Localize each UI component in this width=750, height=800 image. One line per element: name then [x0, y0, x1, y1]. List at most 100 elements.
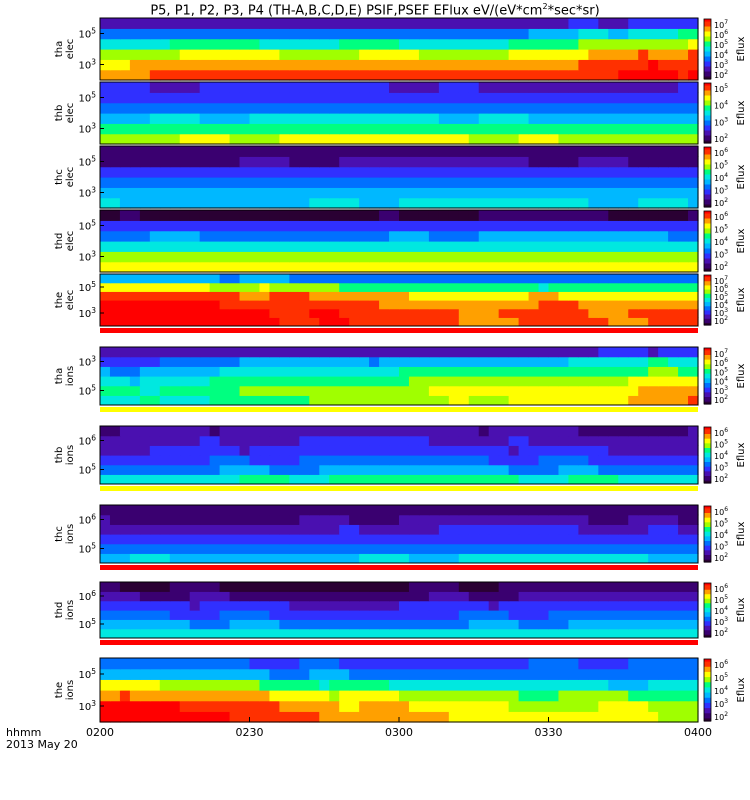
heatmap-cell: [279, 113, 290, 124]
heatmap-cell: [189, 282, 201, 292]
heatmap-cell: [349, 591, 360, 602]
heatmap-cell: [179, 376, 191, 387]
heatmap-cell: [269, 102, 280, 114]
colorbar-cell: [704, 385, 711, 389]
heatmap-cell: [269, 700, 280, 712]
heatmap-cell: [418, 82, 430, 93]
heatmap-cell: [259, 690, 271, 702]
heatmap-cell: [628, 366, 639, 377]
heatmap-cell: [608, 658, 619, 670]
colorbar-cell: [704, 164, 711, 168]
heatmap-cell: [538, 241, 550, 252]
heatmap-cell: [508, 197, 520, 209]
heatmap-cell: [239, 668, 251, 680]
colorbar-cell: [704, 536, 711, 540]
heatmap-cell: [179, 166, 191, 178]
heatmap-cell: [249, 187, 261, 199]
heatmap-cell: [638, 49, 649, 60]
heatmap-cell: [618, 553, 629, 564]
heatmap-cell: [578, 18, 589, 29]
heatmap-cell: [100, 300, 111, 310]
heatmap-cell: [518, 600, 530, 611]
heatmap-cell: [478, 445, 490, 456]
heatmap-cell: [528, 679, 540, 691]
heatmap-cell: [668, 524, 679, 535]
heatmap-cell: [399, 82, 410, 93]
colorbar-cell: [704, 476, 711, 479]
heatmap-cell: [418, 59, 430, 71]
heatmap-cell: [209, 102, 221, 114]
heatmap-cell: [379, 317, 390, 327]
heatmap-cell: [588, 474, 599, 485]
heatmap-cell: [319, 505, 330, 516]
heatmap-cell: [359, 455, 370, 466]
heatmap-cell: [548, 426, 560, 437]
heatmap-cell: [129, 347, 141, 358]
heatmap-cell: [488, 49, 500, 60]
heatmap-cell: [239, 385, 251, 396]
heatmap-cell: [369, 146, 380, 157]
heatmap-cell: [478, 474, 490, 485]
heatmap-cell: [538, 679, 550, 691]
heatmap-cell: [309, 505, 320, 516]
colorbar-cell: [704, 531, 711, 535]
heatmap-cell: [319, 291, 330, 301]
heatmap-cell: [508, 230, 520, 242]
heatmap-cell: [100, 543, 111, 554]
heatmap-cell: [199, 455, 211, 466]
heatmap-cell: [379, 505, 390, 516]
heatmap-cell: [359, 366, 370, 377]
heatmap-cell: [608, 619, 619, 630]
heatmap-cell: [309, 220, 320, 232]
colorbar-cell: [704, 21, 711, 25]
heatmap-cell: [269, 308, 280, 318]
heatmap-cell: [299, 308, 310, 318]
heatmap-cell: [329, 261, 340, 273]
heatmap-cell: [648, 426, 659, 437]
colorbar-cell: [704, 697, 711, 701]
colorbar-cell: [704, 625, 711, 629]
heatmap-cell: [279, 197, 290, 209]
heatmap-cell: [149, 534, 161, 545]
heatmap-cell: [598, 543, 609, 554]
heatmap-cell: [259, 668, 271, 680]
heatmap-cell: [119, 123, 131, 135]
heatmap-cell: [608, 18, 619, 29]
heatmap-cell: [339, 28, 350, 40]
heatmap-cell: [399, 366, 410, 377]
heatmap-cell: [648, 668, 659, 680]
heatmap-cell: [179, 187, 191, 199]
heatmap-cell: [199, 591, 211, 602]
heatmap-cell: [199, 166, 211, 178]
heatmap-cell: [309, 28, 320, 40]
heatmap-cell: [428, 628, 440, 639]
heatmap-cell: [628, 133, 639, 145]
heatmap-cell: [149, 474, 161, 485]
heatmap-cell: [129, 514, 141, 525]
colorbar-cell: [704, 634, 711, 638]
heatmap-cell: [648, 385, 659, 396]
heatmap-cell: [568, 220, 579, 232]
heatmap-cell: [478, 113, 490, 124]
heatmap-cell: [279, 82, 290, 93]
heatmap-cell: [219, 274, 231, 284]
heatmap-cell: [389, 49, 400, 60]
heatmap-cell: [508, 133, 520, 145]
heatmap-cell: [598, 197, 609, 209]
heatmap-cell: [309, 230, 320, 242]
heatmap-cell: [598, 187, 609, 199]
heatmap-cell: [588, 464, 599, 475]
heatmap-cell: [219, 600, 231, 611]
heatmap-cell: [578, 619, 589, 630]
colorbar-cell: [704, 236, 711, 240]
heatmap-cell: [399, 197, 410, 209]
heatmap-cell: [458, 385, 470, 396]
heatmap-cell: [438, 366, 450, 377]
heatmap-cell: [528, 600, 540, 611]
colorbar-cell: [704, 118, 711, 122]
colorbar-cell: [704, 679, 711, 683]
heatmap-cell: [458, 69, 470, 81]
heatmap-cell: [209, 366, 221, 377]
heatmap-cell: [408, 600, 420, 611]
heatmap-cell: [349, 628, 360, 639]
